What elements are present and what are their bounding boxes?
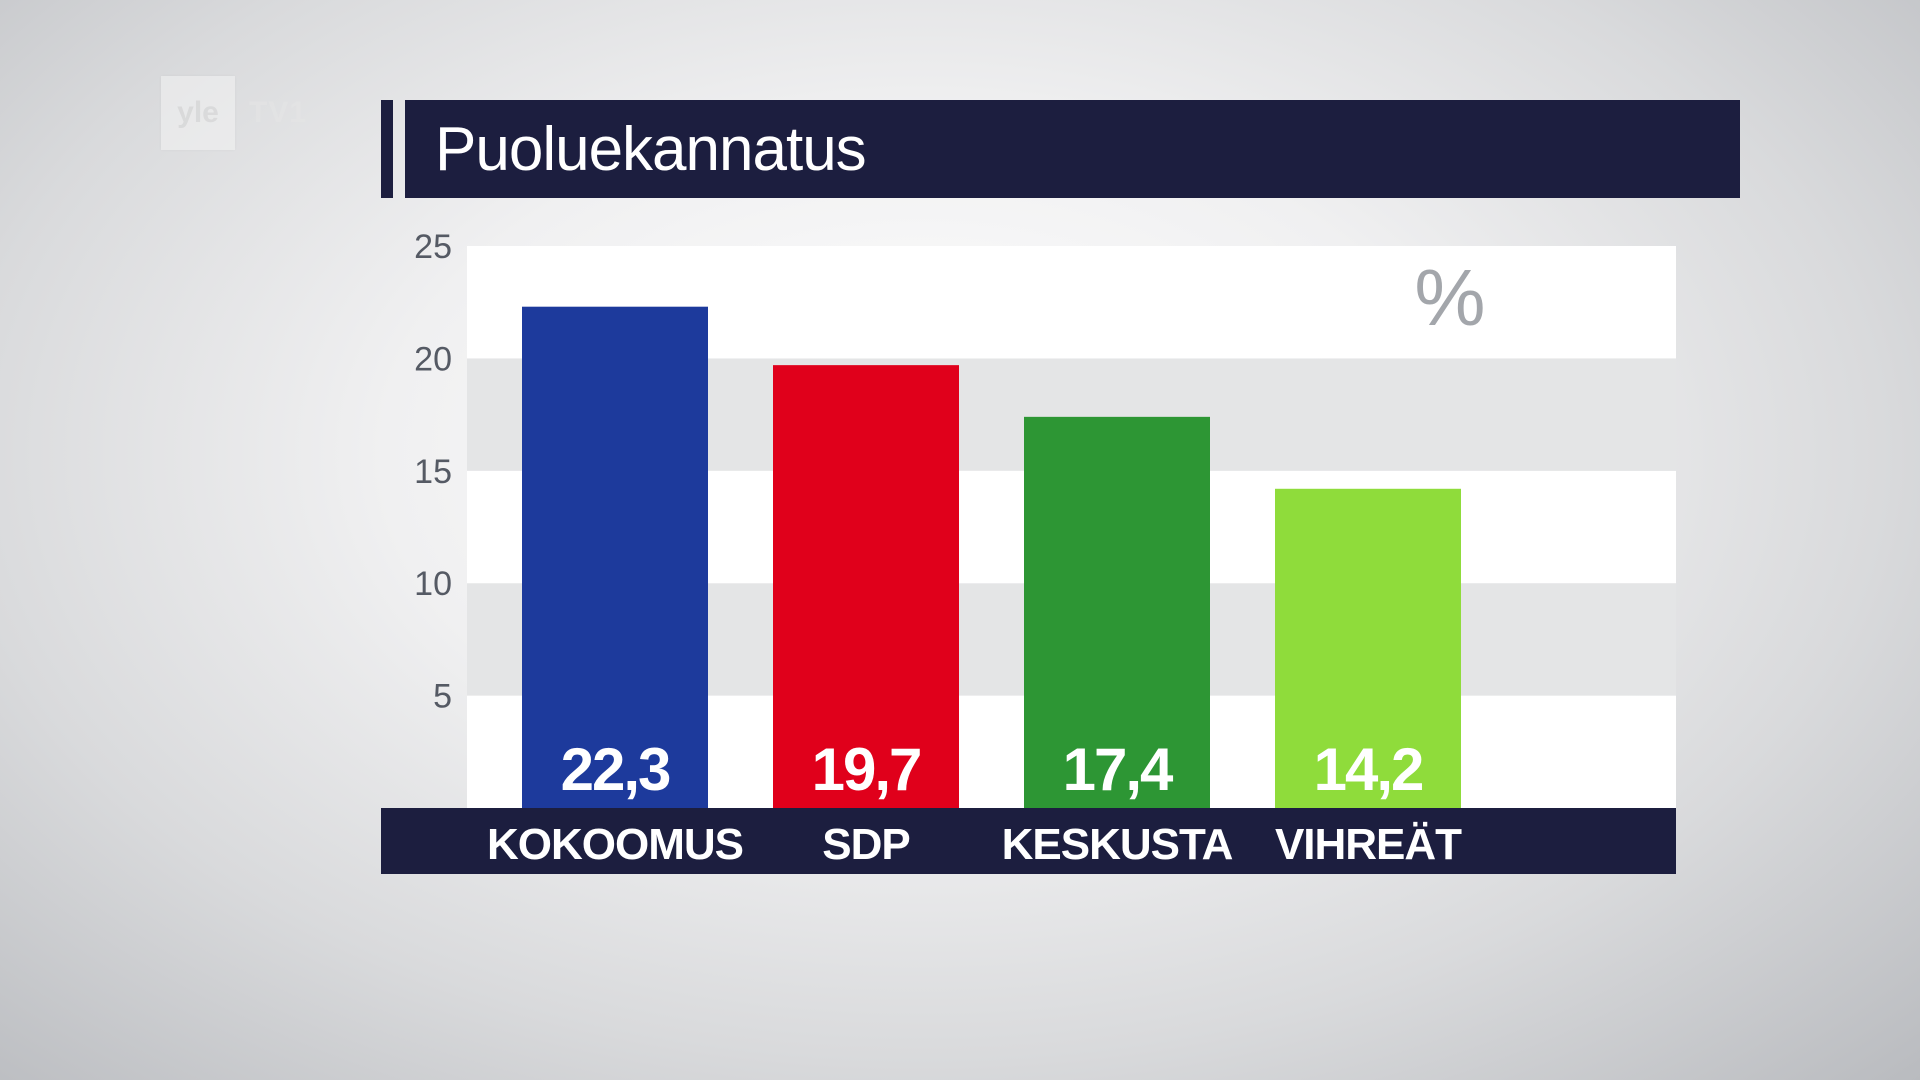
- yle-tv1-logo: yle TV1: [161, 76, 307, 150]
- bar-keskusta: [1024, 416, 1210, 810]
- value-label: 14,2: [1314, 736, 1423, 803]
- y-tick-label: 25: [414, 228, 452, 266]
- category-axis-bar: [381, 808, 1676, 874]
- unit-label: %: [1414, 253, 1485, 342]
- y-tick-label: 5: [433, 678, 452, 716]
- value-label: 22,3: [561, 736, 670, 803]
- category-label: KOKOOMUS: [487, 820, 743, 869]
- channel-label: TV1: [249, 96, 308, 129]
- chart-title: Puoluekannatus: [435, 115, 867, 184]
- y-axis-ticks: 5 10 15 20 25: [414, 228, 452, 716]
- category-label: SDP: [822, 820, 909, 869]
- category-label: VIHREÄT: [1275, 820, 1462, 869]
- y-tick-label: 20: [414, 340, 452, 378]
- category-label: KESKUSTA: [1002, 820, 1233, 869]
- bar-vihreät: [1275, 488, 1461, 810]
- bars: [522, 306, 1461, 810]
- y-tick-label: 15: [414, 453, 452, 491]
- bar-kokoomus: [522, 306, 708, 810]
- bar-sdp: [773, 365, 959, 810]
- y-tick-label: 10: [414, 565, 452, 603]
- yle-logo-mark: yle: [161, 76, 235, 150]
- value-label: 17,4: [1063, 736, 1174, 803]
- category-labels: KOKOOMUS SDP KESKUSTA VIHREÄT: [487, 820, 1463, 869]
- chart-title-bar: Puoluekannatus: [405, 100, 1740, 198]
- value-labels: 22,3 19,7 17,4 14,2: [561, 736, 1425, 803]
- value-label: 19,7: [812, 736, 921, 803]
- title-accent-bar: [381, 100, 393, 198]
